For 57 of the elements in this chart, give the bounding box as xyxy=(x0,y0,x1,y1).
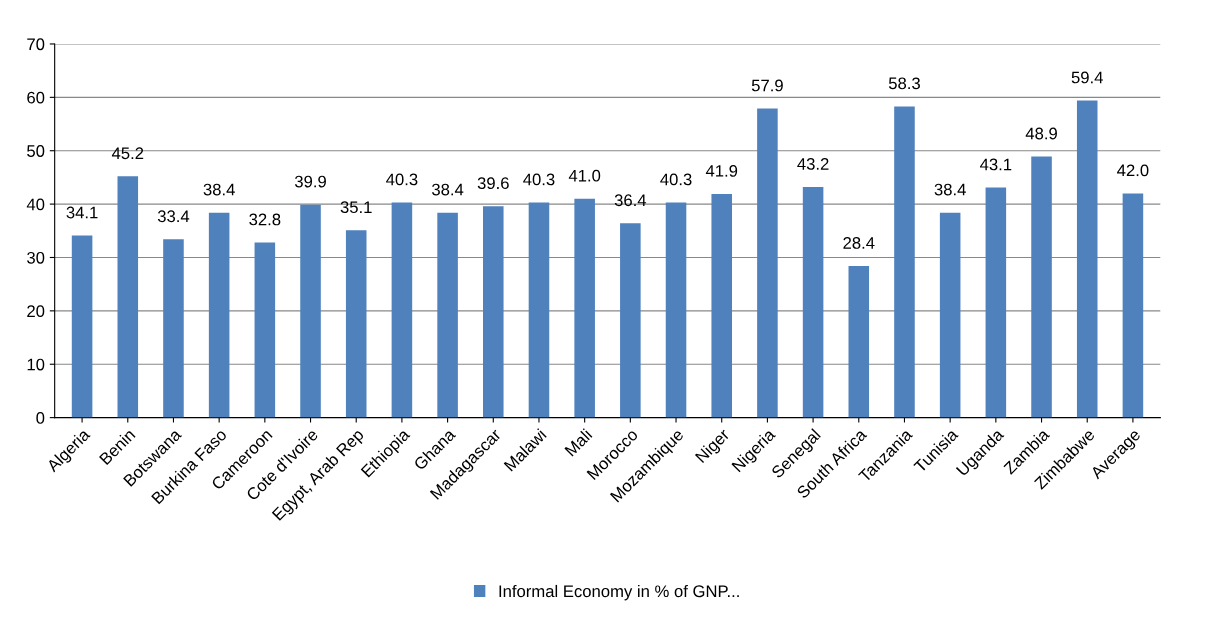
bar xyxy=(574,198,595,418)
bar xyxy=(711,193,732,418)
bar xyxy=(117,176,139,418)
y-tick-label: 40 xyxy=(26,198,45,211)
bar xyxy=(254,242,276,418)
text: 35.1 xyxy=(340,201,372,214)
text: 39.9 xyxy=(294,175,326,188)
bar xyxy=(208,212,230,418)
bar xyxy=(71,235,93,418)
text: 40.3 xyxy=(660,173,692,186)
text: 42.0 xyxy=(1117,164,1149,177)
text: 45.2 xyxy=(111,147,144,160)
bar xyxy=(300,204,321,418)
text: 58.3 xyxy=(888,77,920,90)
y-tick-label: 10 xyxy=(27,358,45,371)
y-tick-label: 50 xyxy=(27,145,45,157)
text: 38.4 xyxy=(934,183,966,196)
text: 40.3 xyxy=(523,173,555,186)
bar xyxy=(665,202,687,418)
bar xyxy=(802,187,824,418)
y-tick-label: 60 xyxy=(27,91,45,104)
text: 41.0 xyxy=(568,169,601,182)
bar xyxy=(345,230,367,418)
text: 32.8 xyxy=(249,213,281,226)
bar xyxy=(757,108,778,418)
bar xyxy=(391,202,413,418)
bar xyxy=(163,239,184,418)
text: 40.3 xyxy=(386,173,418,186)
y-tick-label: 30 xyxy=(27,251,45,264)
bar xyxy=(620,223,641,418)
bar xyxy=(1031,156,1052,418)
bar xyxy=(1076,100,1098,418)
y-tick-label: 20 xyxy=(27,305,45,318)
text: 36.4 xyxy=(614,194,647,207)
text: 38.4 xyxy=(432,183,464,196)
bar xyxy=(985,187,1007,418)
bar xyxy=(1122,193,1144,418)
text: 39.6 xyxy=(477,177,509,190)
text: 59.4 xyxy=(1071,71,1103,84)
text: 38.4 xyxy=(203,183,235,196)
text: 43.1 xyxy=(980,158,1012,171)
legend-label: Informal Economy in % of GNP... xyxy=(499,584,739,601)
text: 33.4 xyxy=(157,210,190,223)
y-tick-label: 70 xyxy=(27,38,45,51)
bar xyxy=(483,206,504,418)
text: 34.1 xyxy=(66,206,98,219)
bar xyxy=(939,212,961,418)
bar xyxy=(437,212,458,418)
text: 48.9 xyxy=(1025,127,1057,140)
text: 57.9 xyxy=(751,79,783,92)
bar xyxy=(894,106,915,418)
text: 43.2 xyxy=(797,158,829,170)
y-tick-label: 0 xyxy=(36,412,45,424)
text: 41.9 xyxy=(705,164,738,177)
bar xyxy=(528,202,550,418)
text: 28.4 xyxy=(843,237,875,249)
bar xyxy=(848,266,870,418)
